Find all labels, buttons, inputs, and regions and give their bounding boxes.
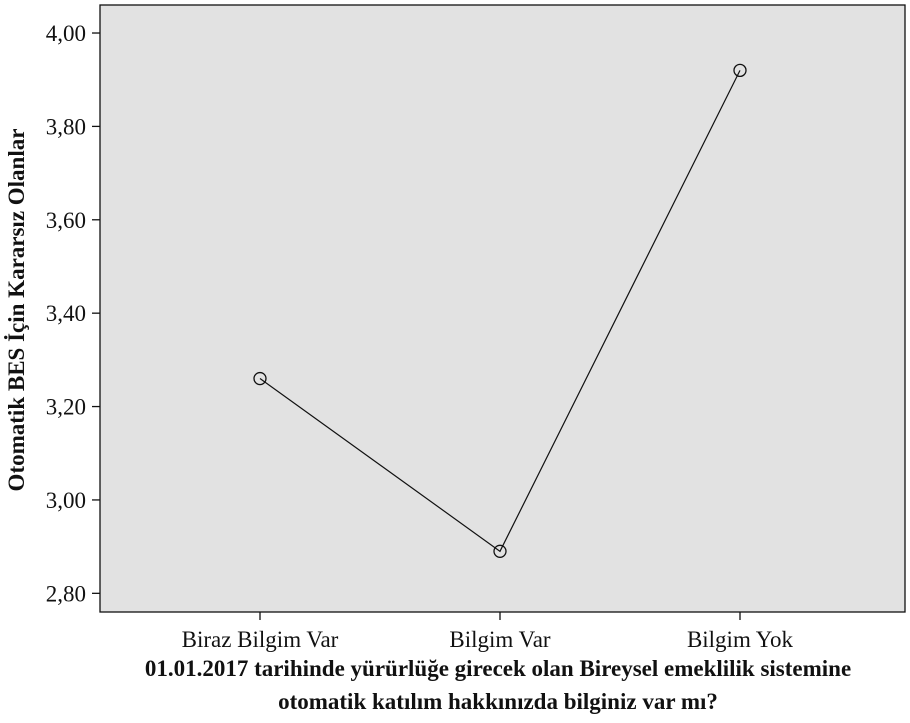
x-tick-label: Bilgim Yok (687, 627, 794, 652)
x-axis-title-line-2: otomatik katılım hakkınızda bilginiz var… (278, 689, 718, 714)
series-line (259, 70, 741, 553)
x-tick-label: Biraz Bilgim Var (182, 627, 339, 652)
x-axis: Biraz Bilgim Var Bilgim Var Bilgim Yok (182, 612, 794, 652)
y-tick-label: 3,40 (46, 301, 86, 326)
y-tick-label: 3,00 (46, 488, 86, 513)
y-axis: 2,80 3,00 3,20 3,40 3,60 3,80 4,00 (46, 21, 100, 606)
x-tick-label: Bilgim Var (449, 627, 551, 652)
y-tick-label: 4,00 (46, 21, 86, 46)
y-tick-label: 3,60 (46, 208, 86, 233)
data-point (733, 63, 747, 78)
series-layer (253, 63, 747, 558)
x-axis-title-line-1: 01.01.2017 tarihinde yürürlüğe girecek o… (145, 656, 851, 681)
plot-area (99, 4, 906, 613)
y-axis-title: Otomatik BES İçin Kararsız Olanlar (4, 129, 29, 492)
y-tick-label: 3,80 (46, 114, 86, 139)
data-point (253, 371, 267, 386)
data-point (493, 544, 507, 558)
y-tick-label: 3,20 (46, 395, 86, 420)
y-tick-label: 2,80 (46, 581, 86, 606)
